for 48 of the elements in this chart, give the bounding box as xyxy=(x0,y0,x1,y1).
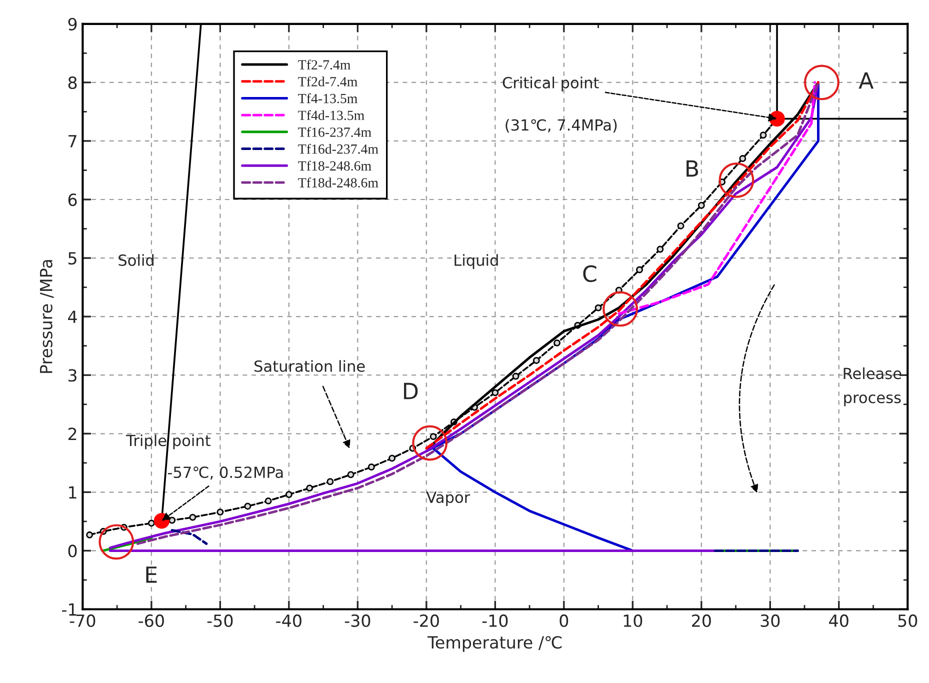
legend-label: Tf18d-248.6m xyxy=(298,178,378,188)
legend-label: Tf18-248.6m xyxy=(298,160,372,171)
x-tick-label: -60 xyxy=(138,614,164,627)
y-tick-label: 8 xyxy=(68,76,77,90)
annotation: Liquid xyxy=(454,254,498,269)
legend-label: Tf4d-13.5m xyxy=(298,110,364,120)
y-tick-label: 3 xyxy=(68,369,76,382)
x-tick-label: -70 xyxy=(70,614,96,627)
x-tick-label: -50 xyxy=(207,614,233,627)
annotation: E xyxy=(146,566,157,583)
y-tick-label: 9 xyxy=(68,18,77,30)
y-tick-label: 7 xyxy=(68,135,76,148)
x-tick-label: -30 xyxy=(344,614,370,627)
legend-label: Tf16d-237.4m xyxy=(298,144,378,154)
x-tick-label: 10 xyxy=(624,614,642,627)
annotation: -57℃, 0.52MPa xyxy=(168,466,283,480)
annotation: Vapor xyxy=(426,492,470,506)
x-axis-title: Temperature /℃ xyxy=(428,636,562,652)
y-tick-label: 0 xyxy=(68,544,77,558)
x-tick-label: -10 xyxy=(482,614,508,627)
y-tick-label: 4 xyxy=(68,310,77,323)
y-tick-label: 2 xyxy=(68,428,76,440)
legend-label: Tf4-13.5m xyxy=(298,93,358,104)
annotation: (31℃, 7.4MPa) xyxy=(506,118,617,133)
annotation: Release process xyxy=(844,367,902,406)
x-tick-label: 40 xyxy=(829,614,848,627)
y-tick-label: 5 xyxy=(68,252,76,265)
annotation: Saturation line xyxy=(254,360,365,372)
annotation: Critical point xyxy=(502,76,599,92)
annotation: D xyxy=(404,382,418,400)
legend-label: Tf2d-7.4m xyxy=(298,76,358,86)
annotation: B xyxy=(686,160,698,177)
y-tick-label: -1 xyxy=(62,603,76,616)
annotation: C xyxy=(583,265,596,282)
x-tick-label: -40 xyxy=(276,614,302,627)
legend-label: Tf2-7.4m xyxy=(298,60,351,70)
y-tick-label: 6 xyxy=(68,193,77,206)
annotation: Triple point xyxy=(126,434,210,450)
x-tick-label: 50 xyxy=(898,614,918,627)
y-axis-title: Pressure /MPa xyxy=(40,260,54,373)
annotation: A xyxy=(858,72,874,89)
y-tick-label: 1 xyxy=(69,486,76,498)
x-tick-label: 0 xyxy=(560,614,568,627)
x-tick-label: 20 xyxy=(692,614,711,627)
annotation: Solid xyxy=(118,254,154,266)
x-tick-label: 30 xyxy=(760,614,780,627)
legend-label: Tf16-237.4m xyxy=(298,127,372,137)
x-tick-label: -20 xyxy=(414,614,439,627)
